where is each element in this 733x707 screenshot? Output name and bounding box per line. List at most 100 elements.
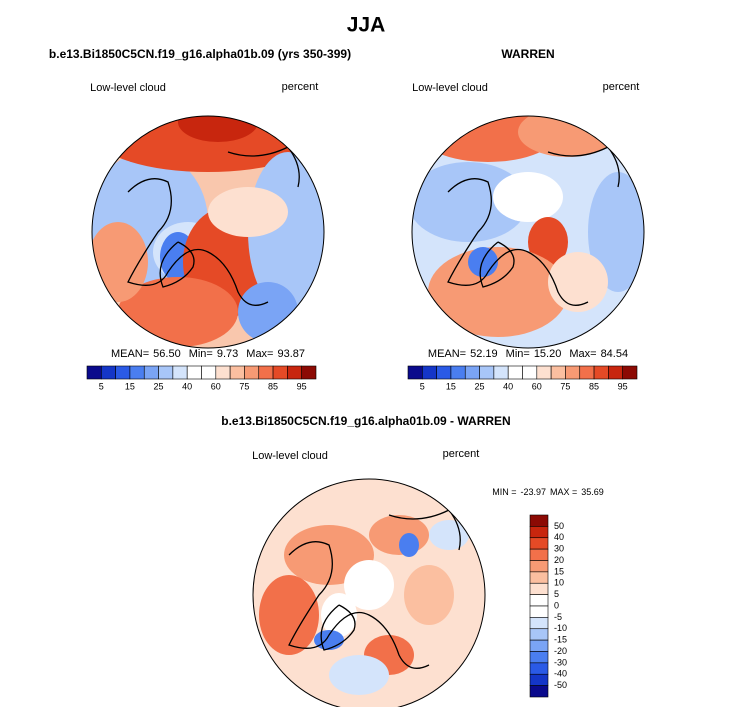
stat: Max= [246,348,273,360]
units-label: percent [603,81,640,93]
map-field [118,277,238,347]
map-field [468,247,498,277]
colorbar-box [436,365,452,380]
colorbar-label: 95 [618,381,628,391]
colorbar-label: 75 [560,381,570,391]
colorbar-box [129,365,145,380]
stat: MEAN= [111,348,149,360]
map-field [178,116,258,142]
colorbar-box [529,605,549,618]
map-field [399,533,419,557]
map-field [369,515,429,555]
map [253,479,485,707]
colorbar-label: 60 [532,381,542,391]
map-field [404,565,454,625]
colorbar-box [608,365,623,380]
colorbar-box [529,582,549,595]
map-field [428,247,568,337]
colorbar-box [529,537,549,550]
colorbar-box [115,365,131,380]
colorbar-label: 40 [182,381,192,391]
colorbar-box [536,365,552,380]
colorbar-box [244,365,260,380]
colorbar-box [529,662,549,675]
colorbar-box [172,365,188,380]
colorbar-box [529,685,549,698]
colorbar-box [86,365,102,380]
colorbar-label: -5 [554,612,562,622]
variable-label: Low-level cloud [90,82,166,94]
colorbar-label: 85 [589,381,599,391]
map-field [528,217,568,267]
colorbar-box [529,526,549,539]
stats: MEAN= 52.19 Min= 15.20 Max= 84.54 [428,348,628,360]
map-field [344,560,394,610]
colorbar-label: 15 [554,566,564,576]
stat: 93.87 [278,348,306,360]
stats: MEAN= 56.50 Min= 9.73 Max= 93.87 [111,348,305,360]
colorbar-label: 20 [554,555,564,565]
colorbar-label: 10 [554,578,564,588]
stat: MIN = [492,487,516,497]
colorbar-box [529,594,549,607]
colorbar-box [529,571,549,584]
map-field [412,162,528,242]
variable-label: Low-level cloud [252,450,328,462]
variable-label: Low-level cloud [412,82,488,94]
map-field [493,172,563,222]
colorbar-box [622,365,638,380]
colorbar-label: 25 [154,381,164,391]
colorbar-label: 0 [554,600,559,610]
colorbar-box [201,365,217,380]
colorbar-box [479,365,495,380]
map-field [208,187,288,237]
colorbar-box [529,514,549,527]
colorbar-box [522,365,538,380]
colorbar-label: 30 [554,544,564,554]
colorbar-box [507,365,523,380]
stat: 9.73 [217,348,238,360]
map-field [429,520,469,550]
colorbar-box [565,365,581,380]
colorbar-box [186,365,202,380]
colorbar-label: 25 [475,381,485,391]
map-field [259,575,319,655]
panel-title: WARREN [501,47,554,61]
colorbar-label: -10 [554,623,567,633]
stats: MIN = -23.97 MAX = 35.69 [492,487,604,497]
colorbar-box [101,365,116,380]
colorbar-box [529,651,549,664]
stat: Min= [189,348,213,360]
map-border [252,478,486,707]
colorbar-label: 85 [268,381,278,391]
colorbar-label: -30 [554,657,567,667]
colorbar-box [287,365,302,380]
map-border [91,115,325,349]
colorbar-label: 75 [239,381,249,391]
colorbar-box [407,365,423,380]
colorbar-box [493,365,509,380]
colorbar-label: 15 [125,381,135,391]
colorbar-box [529,617,549,630]
map-field [548,252,608,312]
colorbar-label: 5 [554,589,559,599]
map-field [238,282,298,342]
colorbar-box [464,365,480,380]
colorbar-box [301,365,317,380]
colorbar-box [258,365,274,380]
stat: Min= [506,348,530,360]
colorbar-box [158,365,174,380]
colorbar-box [143,365,159,380]
colorbar-box [529,639,549,652]
colorbar-label: -40 [554,669,567,679]
colorbar-box [529,628,549,641]
map-field [321,593,357,637]
map [412,116,644,348]
map-field [314,630,344,650]
colorbar-label: -15 [554,635,567,645]
figure-title: JJA [347,14,386,37]
colorbar-box [450,365,466,380]
colorbar-box [215,365,231,380]
map-field [588,172,644,292]
